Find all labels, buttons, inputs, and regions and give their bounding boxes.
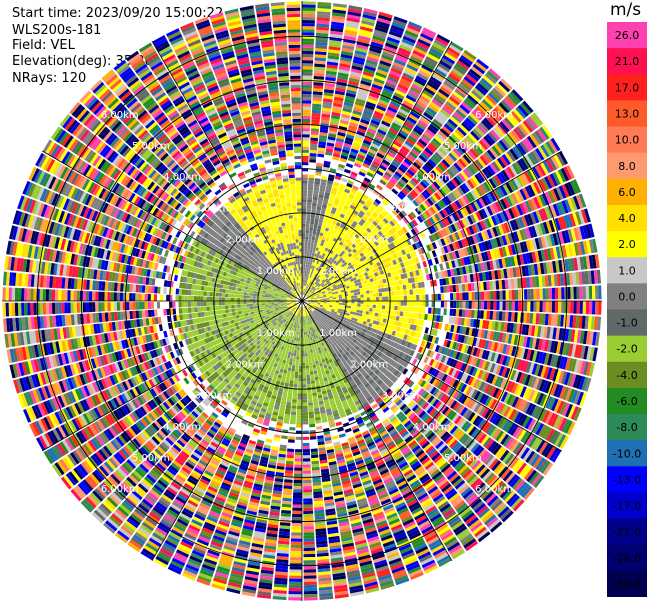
legend-tick-3: 13.0 bbox=[615, 107, 640, 120]
color-legend: 26.0 21.0 17.0 13.0 10.0 8.0 6.0 4.0 2.0 1.0 0.0 -1… bbox=[607, 22, 647, 597]
spoke-60 bbox=[301, 150, 563, 302]
ring-label-6-3: 6.00km bbox=[101, 484, 139, 495]
legend-swatch-9 bbox=[607, 257, 647, 284]
ring-label-3-2: 3.00km bbox=[382, 391, 420, 402]
spoke-150 bbox=[301, 300, 453, 562]
range-ring-2 bbox=[213, 212, 391, 390]
ring-label-6-0: 6.00km bbox=[101, 110, 139, 121]
spoke-30 bbox=[301, 40, 453, 302]
ring-label-4-1: 4.00km bbox=[413, 172, 451, 183]
station-text: WLS200s-181 bbox=[12, 23, 102, 38]
ring-label-6-1: 6.00km bbox=[475, 110, 513, 121]
spoke-300 bbox=[41, 150, 303, 302]
legend-swatch-5 bbox=[607, 152, 647, 180]
legend-swatch-2 bbox=[607, 74, 647, 101]
legend-tick-4: 10.0 bbox=[615, 134, 640, 147]
legend-tick-21: -30.0 bbox=[613, 578, 641, 591]
legend-tick-0: 26.0 bbox=[615, 29, 640, 42]
legend-swatch-14 bbox=[607, 387, 647, 415]
ring-label-5-1: 5.00km bbox=[444, 141, 482, 152]
ring-label-4-0: 4.00km bbox=[163, 172, 201, 183]
ring-label-2-2: 2.00km bbox=[350, 359, 388, 370]
legend-swatch-10 bbox=[607, 283, 647, 310]
range-ring-1 bbox=[257, 256, 347, 346]
legend-swatch-4 bbox=[607, 126, 647, 154]
ring-label-2-3: 2.00km bbox=[226, 359, 264, 370]
ring-label-1-1: 1.00km bbox=[319, 266, 357, 277]
velocity-cells bbox=[2, 1, 602, 601]
ring-label-3-3: 3.00km bbox=[194, 391, 232, 402]
legend-swatch-18 bbox=[607, 492, 647, 520]
legend-tick-19: -21.0 bbox=[613, 526, 641, 539]
legend-swatch-8 bbox=[607, 231, 647, 258]
legend-swatch-0 bbox=[607, 22, 647, 49]
legend-tick-5: 8.0 bbox=[618, 160, 636, 173]
ppi-plot: 1.00km 1.00km 1.00km 1.00km 2.00km 2.00km 2.00… bbox=[2, 1, 602, 601]
range-ring-4 bbox=[125, 124, 479, 478]
legend-tick-16: -10.0 bbox=[613, 447, 641, 460]
ring-label-5-3: 5.00km bbox=[132, 453, 170, 464]
legend-tick-15: -8.0 bbox=[616, 421, 637, 434]
legend-tick-20: -26.0 bbox=[613, 552, 641, 565]
ring-label-5-0: 5.00km bbox=[132, 141, 170, 152]
field-text: Field: VEL bbox=[12, 38, 75, 53]
ring-label-1-0: 1.00km bbox=[257, 266, 295, 277]
legend-swatch-16 bbox=[607, 440, 647, 467]
legend-swatch-1 bbox=[607, 48, 647, 75]
legend-tick-18: -17.0 bbox=[613, 500, 641, 513]
ring-label-4-3: 4.00km bbox=[163, 422, 201, 433]
legend-tick-14: -6.0 bbox=[616, 395, 637, 408]
legend-tick-12: -2.0 bbox=[616, 343, 637, 356]
legend-swatch-11 bbox=[607, 309, 647, 337]
legend-swatch-7 bbox=[607, 204, 647, 232]
legend-swatch-19 bbox=[607, 518, 647, 546]
legend-swatch-21 bbox=[607, 570, 647, 597]
legend-tick-6: 6.0 bbox=[618, 186, 636, 199]
legend-tick-2: 17.0 bbox=[615, 81, 640, 94]
legend-tick-17: -13.0 bbox=[613, 473, 641, 486]
spoke-210 bbox=[151, 300, 303, 562]
ring-label-1-3: 1.00km bbox=[257, 328, 295, 339]
legend-tick-8: 2.0 bbox=[618, 238, 636, 251]
legend-tick-10: 0.0 bbox=[618, 290, 636, 303]
ring-label-2-0: 2.00km bbox=[226, 235, 264, 246]
nrays-text: NRays: 120 bbox=[12, 71, 87, 86]
legend-title: m/s bbox=[610, 0, 642, 20]
spoke-240 bbox=[41, 300, 303, 452]
range-ring-6 bbox=[36, 35, 568, 567]
start-time-text: Start time: 2023/09/20 15:00:22 bbox=[12, 6, 224, 21]
legend-swatch-13 bbox=[607, 361, 647, 389]
legend-tick-7: 4.0 bbox=[618, 212, 636, 225]
legend-tick-11: -1.0 bbox=[616, 317, 637, 330]
legend-tick-1: 21.0 bbox=[615, 55, 640, 68]
legend-swatch-15 bbox=[607, 414, 647, 441]
ring-label-5-2: 5.00km bbox=[444, 453, 482, 464]
legend-swatch-3 bbox=[607, 100, 647, 128]
ring-label-3-1: 3.00km bbox=[382, 203, 420, 214]
legend-swatch-20 bbox=[607, 544, 647, 572]
legend-tick-9: 1.0 bbox=[618, 264, 636, 277]
range-ring-3 bbox=[169, 168, 435, 434]
ring-label-2-1: 2.00km bbox=[350, 235, 388, 246]
ring-label-4-2: 4.00km bbox=[413, 422, 451, 433]
ring-label-6-2: 6.00km bbox=[475, 484, 513, 495]
spoke-120 bbox=[301, 300, 563, 452]
legend-tick-13: -4.0 bbox=[616, 369, 637, 382]
legend-swatch-12 bbox=[607, 335, 647, 363]
range-ring-5 bbox=[80, 79, 524, 523]
ring-label-1-2: 1.00km bbox=[319, 328, 357, 339]
legend-swatch-6 bbox=[607, 178, 647, 206]
ring-label-3-0: 3.00km bbox=[194, 203, 232, 214]
legend-swatch-17 bbox=[607, 466, 647, 493]
spoke-330 bbox=[151, 40, 303, 302]
